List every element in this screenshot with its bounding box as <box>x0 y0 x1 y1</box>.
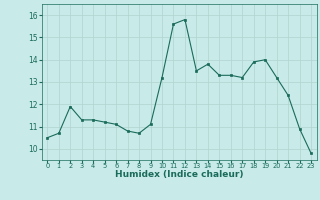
X-axis label: Humidex (Indice chaleur): Humidex (Indice chaleur) <box>115 170 244 179</box>
